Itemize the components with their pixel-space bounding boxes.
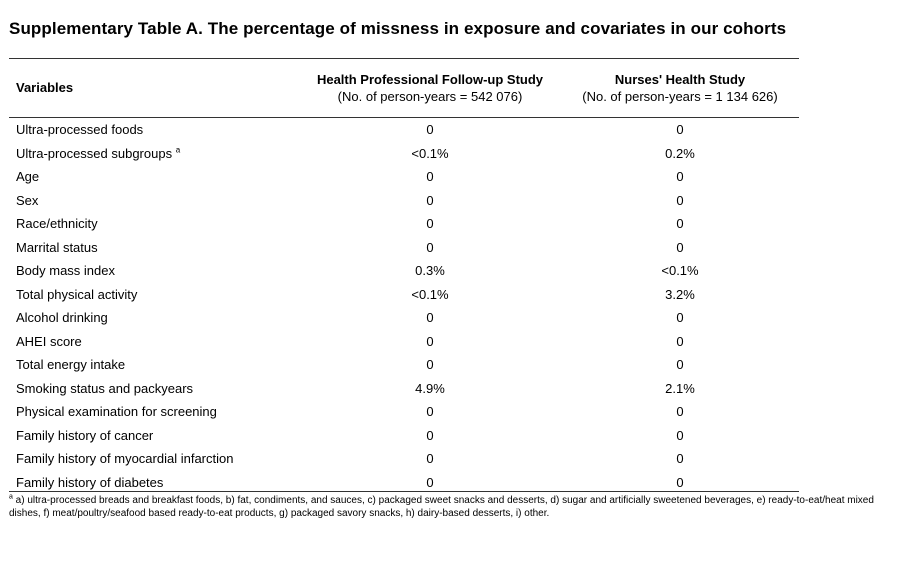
variable-cell: Alcohol drinking xyxy=(16,310,108,325)
table-row: Physical examination for screening 0 0 xyxy=(0,401,899,425)
nhs-value: 3.2% xyxy=(665,286,695,302)
variable-label: Physical examination for screening xyxy=(16,404,217,419)
footnote-text: a) ultra-processed breads and breakfast … xyxy=(9,495,874,519)
variable-label: Ultra-processed subgroups xyxy=(16,145,173,161)
nhs-value: 0.2% xyxy=(665,145,695,161)
variable-cell: Race/ethnicity xyxy=(16,216,98,231)
table-row: Total energy intake 0 0 xyxy=(0,354,899,378)
variable-label: Smoking status and packyears xyxy=(16,380,194,396)
hpfs-person-years: (No. of person-years = 542 076) xyxy=(337,89,523,104)
header-rule xyxy=(9,117,799,118)
hpfs-value: 0 xyxy=(426,192,434,208)
table-row: Race/ethnicity 0 0 xyxy=(0,213,899,237)
table-row: Sex 0 0 xyxy=(0,190,899,214)
hpfs-value: 0 xyxy=(426,357,434,372)
variable-cell: Ultra-processed foods xyxy=(16,122,143,137)
footnote-marker: a xyxy=(9,493,13,501)
variable-cell: Total energy intake xyxy=(16,357,125,372)
variable-label: Total energy intake xyxy=(16,357,126,372)
variable-label: Age xyxy=(16,169,40,184)
table-bottom-rule xyxy=(9,491,799,492)
nhs-value: 0 xyxy=(676,122,684,137)
variable-label: Alcohol drinking xyxy=(16,310,108,325)
table-body: Ultra-processed foods 0 0 Ultra-processed s… xyxy=(0,119,899,495)
table-row: Marrital status 0 0 xyxy=(0,237,899,261)
nhs-value: 0 xyxy=(676,192,684,208)
variable-cell: Total physical activity xyxy=(16,287,137,302)
variable-cell: Family history of diabetes xyxy=(16,475,163,490)
variable-label: Family history of diabetes xyxy=(16,474,164,490)
variable-label: Ultra-processed foods xyxy=(16,122,144,137)
nhs-value: 0 xyxy=(676,216,684,231)
variable-cell: Ultra-processed subgroups a xyxy=(16,146,180,161)
hpfs-value: 0 xyxy=(426,451,434,466)
hpfs-value: 0 xyxy=(426,333,434,349)
variable-label: Body mass index xyxy=(16,263,115,278)
table-row: Body mass index 0.3% <0.1% xyxy=(0,260,899,284)
nhs-value: 0 xyxy=(676,451,684,466)
variable-label: Total physical activity xyxy=(16,286,138,302)
nhs-value: 0 xyxy=(676,169,684,184)
hpfs-value: 0 xyxy=(426,169,434,184)
variable-cell: AHEI score xyxy=(16,334,82,349)
variable-cell: Smoking status and packyears xyxy=(16,381,193,396)
hpfs-value: <0.1% xyxy=(411,286,449,302)
variable-label: AHEI score xyxy=(16,333,82,349)
hpfs-name: Health Professional Follow-up Study xyxy=(316,72,544,87)
hpfs-value: 0.3% xyxy=(415,263,445,278)
hpfs-column-header: Health Professional Follow-up Study (No.… xyxy=(300,71,560,105)
variable-cell: Age xyxy=(16,169,39,184)
nhs-value: 2.1% xyxy=(665,380,695,396)
variable-cell: Family history of myocardial infarction xyxy=(16,451,233,466)
hpfs-value: <0.1% xyxy=(411,145,449,161)
nhs-value: 0 xyxy=(676,333,684,349)
nhs-value: 0 xyxy=(676,357,684,372)
hpfs-value: 0 xyxy=(426,122,434,137)
variable-label: Sex xyxy=(16,192,39,208)
variable-cell: Family history of cancer xyxy=(16,428,153,443)
hpfs-value: 0 xyxy=(426,404,434,419)
nhs-column-header: Nurses' Health Study (No. of person-year… xyxy=(560,71,800,105)
nhs-value: <0.1% xyxy=(661,263,699,278)
variable-cell: Body mass index xyxy=(16,263,115,278)
table-row: Family history of diabetes 0 0 xyxy=(0,472,899,496)
variables-header: Variables xyxy=(16,80,74,95)
nhs-name: Nurses' Health Study xyxy=(614,72,746,87)
nhs-value: 0 xyxy=(676,427,684,443)
nhs-value: 0 xyxy=(676,404,684,419)
hpfs-value: 0 xyxy=(426,427,434,443)
table-row: AHEI score 0 0 xyxy=(0,331,899,355)
hpfs-value: 0 xyxy=(426,239,434,255)
nhs-person-years: (No. of person-years = 1 134 626) xyxy=(582,89,778,104)
table-row: Family history of cancer 0 0 xyxy=(0,425,899,449)
hpfs-value: 0 xyxy=(426,474,434,490)
table-row: Ultra-processed foods 0 0 xyxy=(0,119,899,143)
table-row: Ultra-processed subgroups a <0.1% 0.2% xyxy=(0,143,899,167)
nhs-value: 0 xyxy=(676,474,684,490)
variable-cell: Marrital status xyxy=(16,240,98,255)
variable-cell: Sex xyxy=(16,193,38,208)
table-row: Alcohol drinking 0 0 xyxy=(0,307,899,331)
table-footnote: a a) ultra-processed breads and breakfas… xyxy=(9,494,893,520)
variable-label: Family history of cancer xyxy=(16,427,154,443)
footnote-marker: a xyxy=(175,145,181,155)
table-row: Smoking status and packyears 4.9% 2.1% xyxy=(0,378,899,402)
nhs-value: 0 xyxy=(676,239,684,255)
variable-cell: Physical examination for screening xyxy=(16,404,217,419)
table-row: Total physical activity <0.1% 3.2% xyxy=(0,284,899,308)
variable-label: Race/ethnicity xyxy=(16,216,98,231)
table-row: Age 0 0 xyxy=(0,166,899,190)
hpfs-value: 4.9% xyxy=(415,380,445,396)
table-row: Family history of myocardial infarction 0… xyxy=(0,448,899,472)
table-top-rule xyxy=(9,58,799,59)
nhs-value: 0 xyxy=(676,310,684,325)
variable-label: Marrital status xyxy=(16,239,98,255)
hpfs-value: 0 xyxy=(426,310,434,325)
hpfs-value: 0 xyxy=(426,216,434,231)
variable-label: Family history of myocardial infarction xyxy=(16,451,234,466)
table-title: Supplementary Table A. The percentage of… xyxy=(9,19,787,38)
